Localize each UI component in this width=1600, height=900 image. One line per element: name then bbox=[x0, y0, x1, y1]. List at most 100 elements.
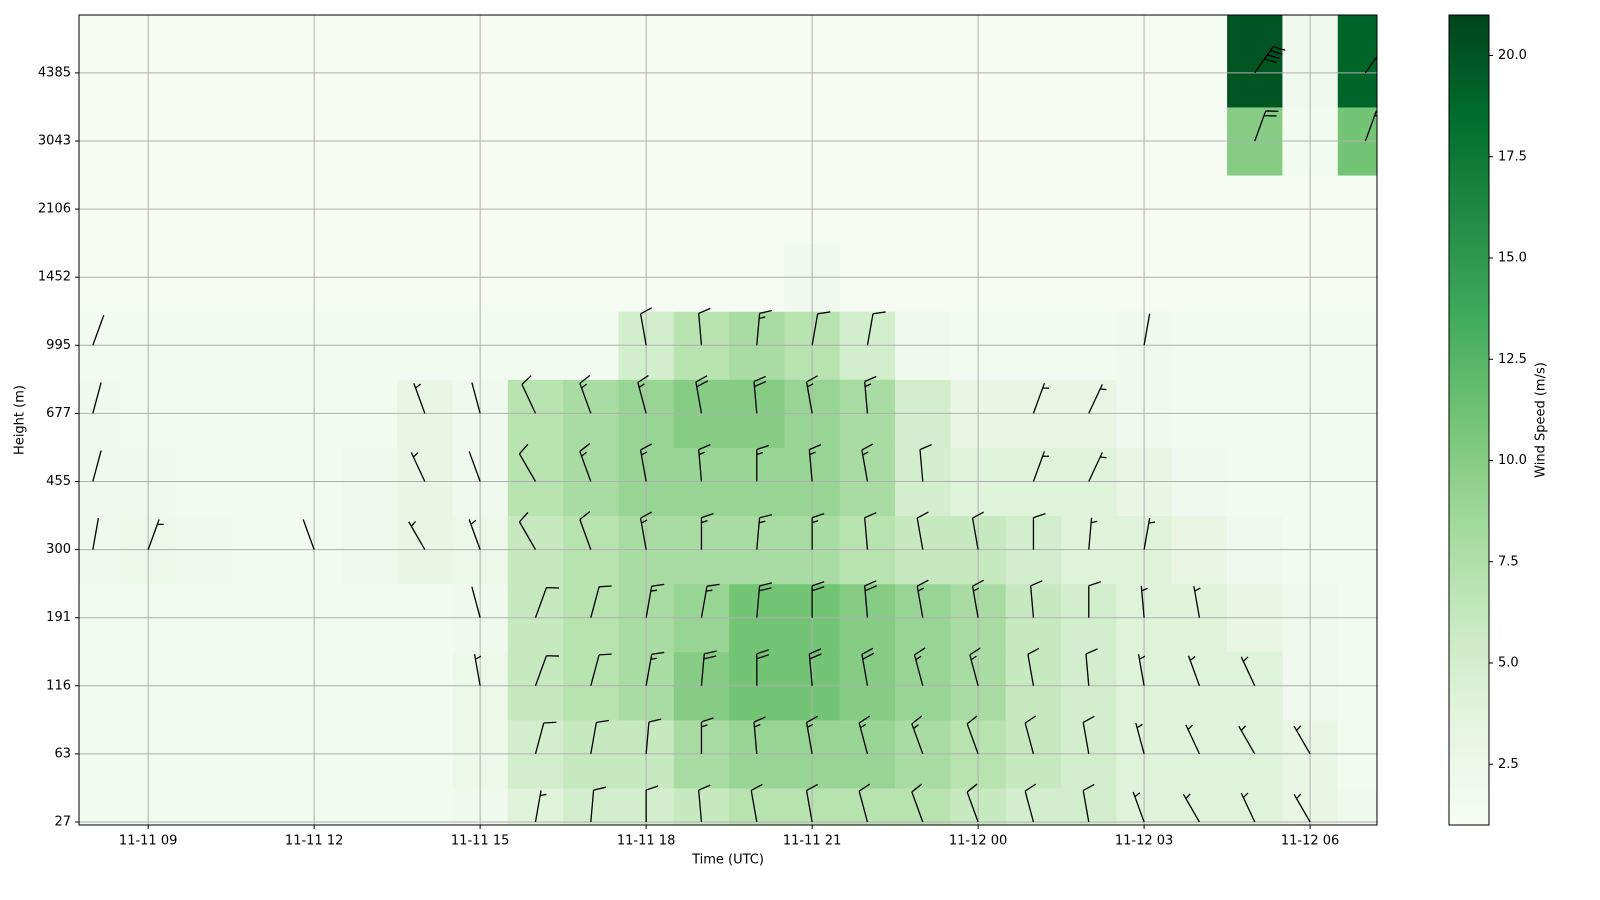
wind-barb bbox=[695, 375, 709, 414]
wind-barb bbox=[753, 375, 767, 414]
wind-barb bbox=[413, 383, 426, 414]
wind-barb bbox=[756, 649, 769, 686]
wind-barb bbox=[468, 519, 481, 550]
heatmap bbox=[79, 15, 1377, 825]
heatmap-cell bbox=[175, 15, 232, 108]
wind-barb bbox=[864, 375, 877, 414]
colorbar-title: Wind Speed (m/s) bbox=[1534, 362, 1549, 478]
heatmap-cell bbox=[1337, 787, 1377, 825]
grid bbox=[79, 15, 1377, 825]
wind-barb bbox=[966, 783, 979, 823]
y-tick-label: 3043 bbox=[38, 134, 71, 149]
wind-barb bbox=[471, 382, 481, 414]
heatmap-cell bbox=[895, 15, 951, 108]
heatmap-cell bbox=[1227, 15, 1283, 108]
wind-barb bbox=[1030, 580, 1043, 618]
wind-barb bbox=[645, 718, 662, 754]
colorbar-tick-label: 12.5 bbox=[1498, 352, 1527, 367]
heatmap-cell bbox=[397, 15, 453, 108]
wind-barb bbox=[1238, 725, 1256, 755]
wind-barb bbox=[645, 583, 665, 618]
wind-barb bbox=[966, 715, 979, 755]
wind-barb bbox=[700, 512, 714, 550]
wind-barb bbox=[1240, 792, 1256, 823]
x-tick-label: 11-12 03 bbox=[1115, 834, 1173, 849]
wind-barb bbox=[861, 443, 874, 482]
wind-barb bbox=[1088, 581, 1101, 618]
wind-barb bbox=[92, 517, 100, 550]
wind-barb bbox=[700, 583, 720, 618]
wind-barb bbox=[92, 450, 102, 482]
wind-barb bbox=[590, 719, 609, 755]
wind-barb bbox=[1254, 110, 1279, 142]
wind-barb bbox=[916, 579, 929, 618]
wind-barb bbox=[590, 585, 612, 618]
heatmap-cell bbox=[231, 15, 287, 108]
wind-barb bbox=[1032, 451, 1050, 482]
wind-barb bbox=[1187, 655, 1201, 687]
wind-barb bbox=[866, 311, 886, 346]
wind-barb bbox=[518, 511, 537, 550]
wind-barb bbox=[639, 443, 653, 482]
colorbar-tick-label: 7.5 bbox=[1498, 554, 1519, 569]
wind-barb bbox=[916, 511, 929, 550]
heatmap-cell bbox=[729, 15, 785, 108]
wind-barb bbox=[1254, 46, 1286, 74]
wind-barb bbox=[1032, 512, 1046, 550]
y-tick-label: 1452 bbox=[38, 270, 71, 285]
wind-barb bbox=[756, 309, 773, 346]
wind-barb bbox=[858, 783, 871, 823]
wind-barb bbox=[808, 443, 822, 482]
wind-barb bbox=[521, 375, 537, 414]
wind-barb bbox=[1088, 517, 1098, 550]
wind-barb bbox=[1135, 722, 1145, 755]
x-tick-label: 11-12 00 bbox=[949, 834, 1007, 849]
wind-barbs bbox=[92, 46, 1377, 823]
wind-barb bbox=[408, 521, 426, 550]
heatmap-cell bbox=[1061, 787, 1117, 825]
y-tick-label: 300 bbox=[46, 542, 71, 557]
heatmap-cell bbox=[79, 787, 121, 825]
heatmap-cell bbox=[563, 15, 619, 108]
wind-barb bbox=[805, 715, 818, 755]
wind-barb bbox=[645, 785, 659, 822]
wind-barb bbox=[1082, 715, 1095, 755]
y-tick-label: 4385 bbox=[38, 65, 71, 80]
wind-barb bbox=[1132, 791, 1145, 823]
colorbar-tick-label: 15.0 bbox=[1498, 251, 1527, 266]
wind-barb bbox=[1088, 452, 1107, 482]
heatmap-cell bbox=[839, 787, 896, 825]
colorbar-tick-label: 10.0 bbox=[1498, 453, 1527, 468]
heatmap-cell bbox=[175, 787, 232, 825]
wind-barb bbox=[971, 579, 984, 618]
wind-barb bbox=[756, 582, 773, 618]
wind-barb bbox=[534, 655, 560, 687]
heatmap-cell bbox=[1171, 15, 1228, 108]
colorbar-tick-label: 17.5 bbox=[1498, 149, 1527, 164]
wind-barb bbox=[579, 374, 592, 414]
wind-barb bbox=[302, 519, 315, 550]
wind-barb bbox=[864, 580, 877, 618]
plot-frame bbox=[78, 14, 1378, 826]
wind-barb bbox=[1364, 55, 1377, 74]
wind-barb bbox=[1293, 725, 1311, 755]
wind-barb bbox=[1193, 586, 1201, 618]
wind-barb bbox=[1143, 313, 1151, 346]
heatmap-cell bbox=[1061, 15, 1117, 108]
wind-barb bbox=[590, 786, 607, 823]
heatmap-cell bbox=[397, 787, 453, 825]
wind-barb bbox=[1024, 783, 1037, 823]
wind-barb bbox=[969, 647, 981, 686]
y-axis-title: Height (m) bbox=[13, 385, 28, 455]
wind-barb bbox=[1240, 656, 1256, 687]
wind-barb bbox=[1140, 585, 1148, 618]
heatmap-cell bbox=[341, 15, 398, 108]
wind-barb bbox=[639, 511, 653, 550]
y-tick-label: 677 bbox=[46, 406, 71, 421]
wind-barb bbox=[700, 650, 717, 686]
wind-barb bbox=[1082, 783, 1095, 823]
wind-barb bbox=[753, 716, 766, 754]
colorbar-tick-label: 2.5 bbox=[1498, 757, 1519, 772]
wind-barb bbox=[805, 783, 818, 823]
